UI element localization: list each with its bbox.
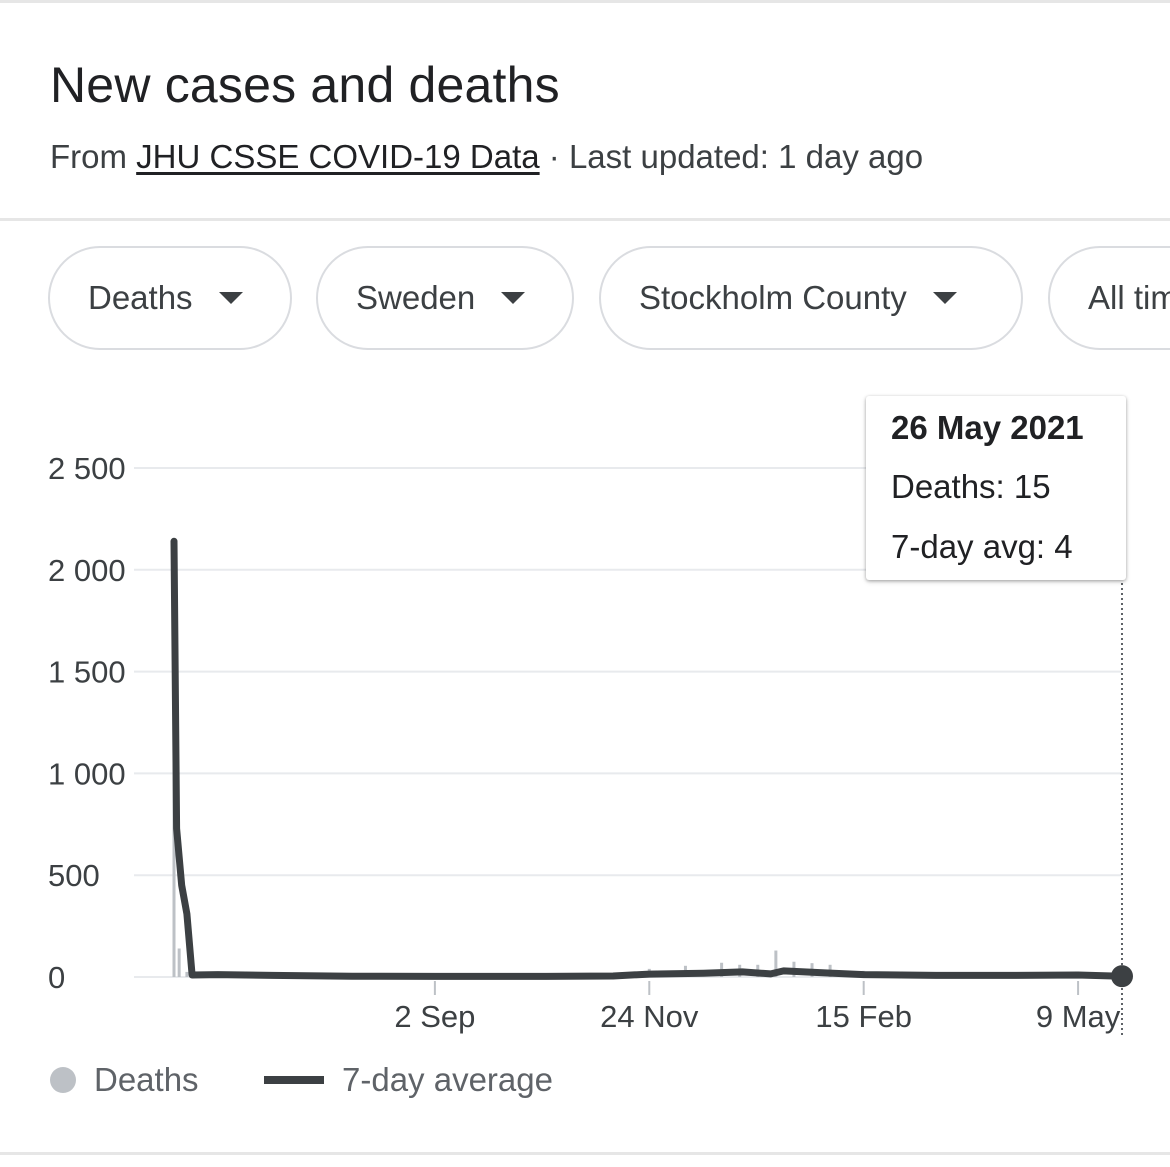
legend-dot-icon (50, 1067, 76, 1093)
country-dropdown-label: Sweden (356, 279, 476, 316)
legend-line-icon (264, 1076, 324, 1084)
x-tick-label: 15 Feb (815, 999, 912, 1034)
region-dropdown[interactable]: Stockholm County (599, 246, 1023, 350)
tooltip-deaths: Deaths: 15 (891, 468, 1051, 505)
hover-cursor (1111, 578, 1133, 1037)
caret-down-icon (932, 292, 957, 304)
subtitle: From JHU CSSE COVID-19 Data · Last updat… (50, 138, 923, 176)
y-tick-label: 0 (48, 960, 65, 995)
filter-chips: Deaths Sweden Stockholm County All time (0, 246, 1170, 354)
caret-down-icon (218, 292, 243, 304)
subtitle-prefix: From (50, 138, 127, 175)
last-updated: · Last updated: 1 day ago (548, 138, 924, 175)
metric-dropdown-label: Deaths (88, 279, 193, 316)
top-divider (0, 0, 1170, 3)
card-header: New cases and deaths From JHU CSSE COVID… (50, 56, 923, 175)
x-tick-label: 2 Sep (394, 999, 475, 1034)
x-tick-label: 24 Nov (600, 999, 699, 1034)
deaths-series (172, 541, 1124, 977)
y-axis-labels: 0 500 1 000 1 500 2 000 2 500 (48, 451, 126, 995)
region-dropdown-label: Stockholm County (639, 279, 907, 316)
legend-avg-label: 7-day average (342, 1061, 553, 1098)
deaths-chart[interactable]: 0 500 1 000 1 500 2 000 2 500 2 Sep 24 Nov 15 F… (0, 380, 1170, 1050)
legend-7-day-average[interactable]: 7-day average (264, 1058, 553, 1102)
hover-point[interactable] (1111, 965, 1133, 988)
legend-deaths[interactable]: Deaths (50, 1058, 199, 1102)
time-range-dropdown[interactable]: All time (1048, 246, 1170, 350)
page-title: New cases and deaths (50, 57, 560, 113)
chart-tooltip: 26 May 2021 Deaths: 15 7-day avg: 4 (866, 396, 1126, 580)
country-dropdown[interactable]: Sweden (316, 246, 574, 350)
x-tick-label: 9 May (1036, 999, 1121, 1034)
y-tick-label: 1 500 (48, 655, 126, 690)
bottom-divider (0, 1152, 1170, 1155)
avg-line (170, 537, 1126, 980)
header-divider (0, 218, 1170, 221)
source-link[interactable]: JHU CSSE COVID-19 Data (136, 138, 540, 175)
tooltip-date: 26 May 2021 (891, 409, 1084, 446)
y-tick-label: 1 000 (48, 756, 126, 791)
y-tick-label: 2 000 (48, 553, 126, 588)
y-tick-label: 500 (48, 858, 100, 893)
avg-series (170, 537, 1126, 980)
tooltip-avg: 7-day avg: 4 (891, 528, 1073, 565)
y-tick-label: 2 500 (48, 451, 126, 486)
legend-deaths-label: Deaths (94, 1061, 199, 1098)
caret-down-icon (501, 292, 526, 304)
time-range-dropdown-label: All time (1088, 279, 1170, 316)
x-axis-labels: 2 Sep 24 Nov 15 Feb 9 May (394, 981, 1121, 1034)
metric-dropdown[interactable]: Deaths (48, 246, 292, 350)
